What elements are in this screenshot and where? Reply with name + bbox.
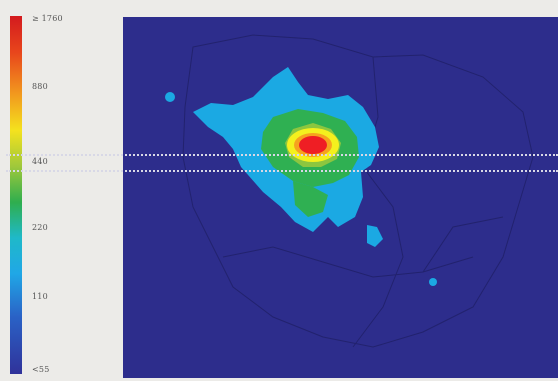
dotted-line-lower [6,170,558,172]
color-scale-bar [10,16,22,374]
green-lobe-south [293,181,328,217]
legend-label-220: 220 [32,223,48,232]
heat-map [123,17,558,378]
cyan-spot-west [165,92,175,102]
legend-label-440: 440 [32,157,48,166]
red-center [299,136,327,154]
cyan-spot-south [367,225,383,247]
legend-label-880: 880 [32,82,48,91]
legend-label-1760: ≥ 1760 [32,14,63,23]
cyan-spot-southeast [429,278,437,286]
dotted-line-upper [6,154,558,156]
region-boundaries [182,34,534,348]
legend-label-110: 110 [32,292,48,301]
legend-label-55: <55 [32,365,50,374]
